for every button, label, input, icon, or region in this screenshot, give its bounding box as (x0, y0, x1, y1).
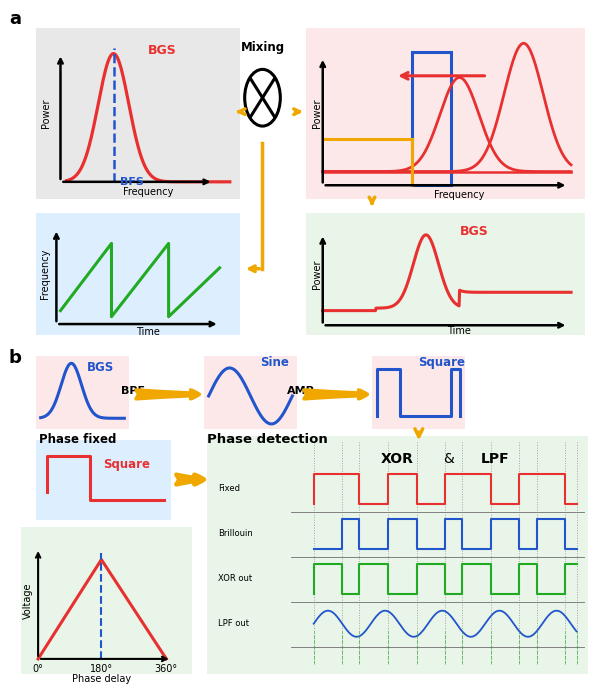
Text: 0°: 0° (32, 664, 44, 674)
FancyBboxPatch shape (298, 209, 593, 339)
Text: Frequency: Frequency (40, 248, 50, 299)
FancyBboxPatch shape (369, 354, 468, 431)
Text: Time: Time (448, 327, 472, 336)
FancyBboxPatch shape (30, 209, 246, 339)
FancyBboxPatch shape (33, 354, 132, 431)
Text: Brillouin: Brillouin (218, 529, 253, 538)
FancyBboxPatch shape (30, 23, 246, 204)
Text: Power: Power (311, 259, 322, 289)
Text: 180°: 180° (90, 664, 113, 674)
FancyBboxPatch shape (298, 23, 593, 204)
Text: BGS: BGS (87, 361, 115, 373)
Text: Square: Square (104, 458, 151, 471)
FancyBboxPatch shape (196, 429, 599, 681)
Text: Power: Power (41, 98, 51, 128)
FancyBboxPatch shape (16, 523, 197, 678)
Text: AMP: AMP (287, 386, 315, 396)
Text: BFS: BFS (119, 177, 143, 187)
Text: Phase fixed: Phase fixed (39, 433, 116, 446)
Text: Frequency: Frequency (123, 187, 173, 198)
Text: BPF: BPF (121, 386, 145, 396)
Text: b: b (9, 349, 22, 367)
Text: 360°: 360° (155, 664, 178, 674)
Text: Fixed: Fixed (218, 484, 241, 493)
Text: Square: Square (419, 356, 466, 369)
Text: Power: Power (311, 98, 322, 128)
Text: Sine: Sine (260, 356, 289, 369)
Text: XOR out: XOR out (218, 574, 253, 583)
Text: Phase detection: Phase detection (207, 433, 328, 446)
Text: LPF: LPF (481, 452, 509, 466)
Text: LPF out: LPF out (218, 619, 250, 628)
Text: XOR: XOR (381, 452, 414, 466)
Text: BGS: BGS (148, 43, 177, 57)
Text: Phase delay: Phase delay (72, 674, 131, 683)
Text: &: & (443, 452, 454, 466)
Text: Frequency: Frequency (434, 190, 485, 200)
Text: Voltage: Voltage (23, 582, 33, 618)
FancyBboxPatch shape (201, 354, 300, 431)
Text: a: a (9, 10, 21, 29)
FancyBboxPatch shape (32, 438, 175, 522)
Text: Time: Time (136, 327, 160, 337)
Text: BGS: BGS (460, 225, 488, 238)
Bar (412, 52, 451, 185)
Text: Mixing: Mixing (241, 40, 284, 54)
